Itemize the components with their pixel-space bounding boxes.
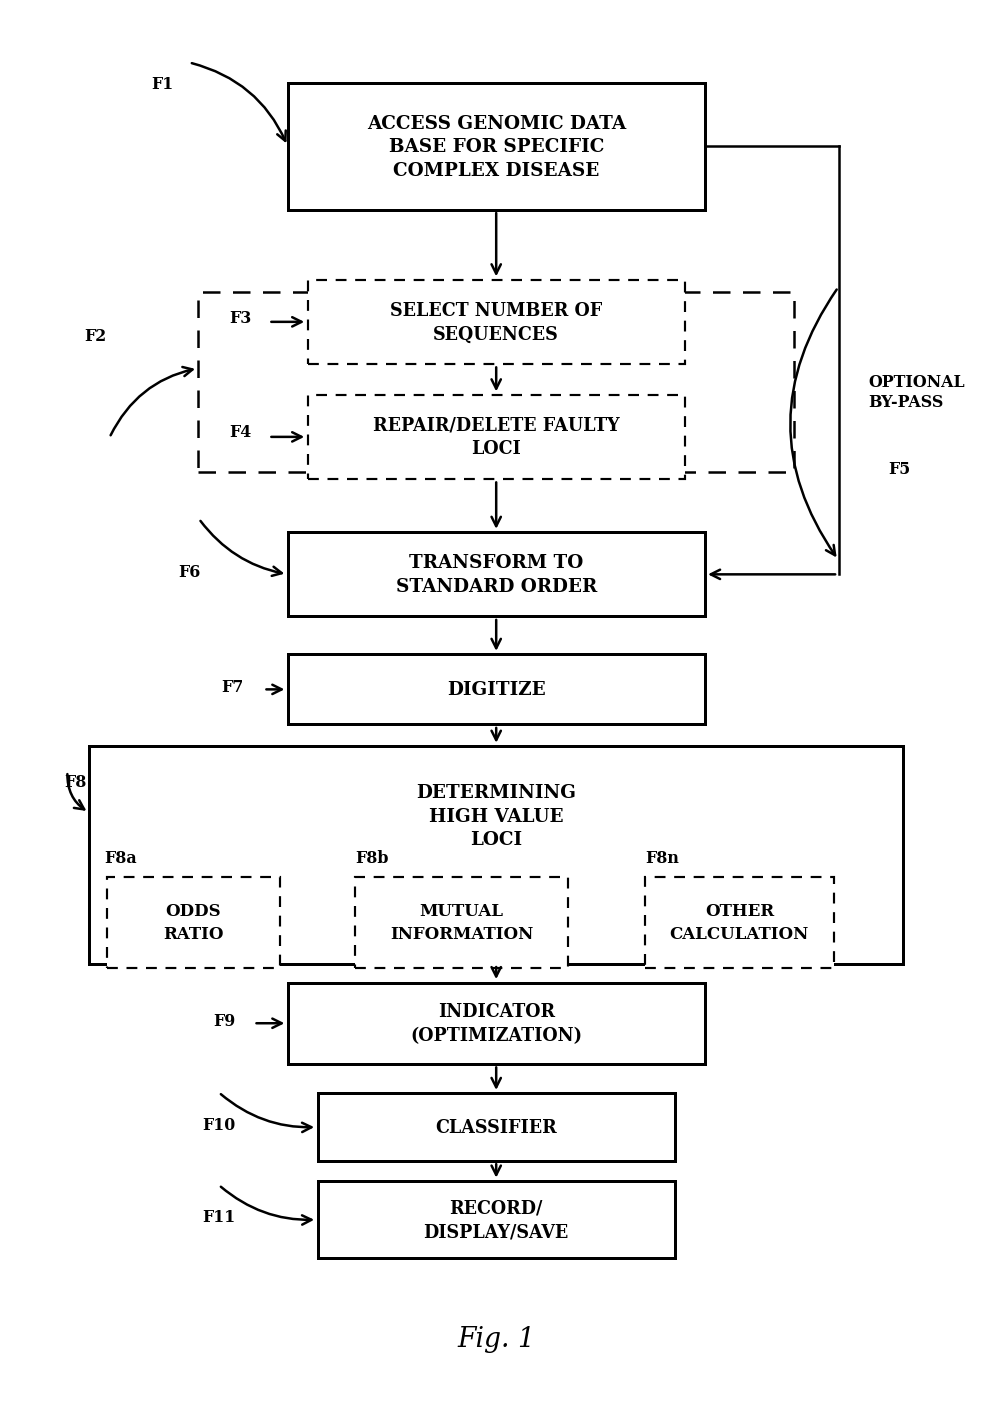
Text: OTHER
CALCULATION: OTHER CALCULATION: [670, 903, 808, 942]
Text: OPTIONAL
BY-PASS: OPTIONAL BY-PASS: [868, 374, 964, 411]
Bar: [308, 280, 684, 365]
Text: RECORD/
DISPLAY/SAVE: RECORD/ DISPLAY/SAVE: [424, 1199, 568, 1241]
Text: Fig. 1: Fig. 1: [457, 1325, 535, 1353]
Text: F10: F10: [201, 1116, 235, 1133]
Text: DETERMINING
HIGH VALUE
LOCI: DETERMINING HIGH VALUE LOCI: [416, 784, 576, 848]
Bar: [107, 878, 280, 967]
Text: F6: F6: [179, 564, 200, 580]
Text: SELECT NUMBER OF
SEQUENCES: SELECT NUMBER OF SEQUENCES: [390, 301, 602, 343]
Text: F11: F11: [201, 1209, 235, 1225]
Bar: [317, 1180, 675, 1259]
Text: F3: F3: [229, 310, 251, 327]
Text: F1: F1: [152, 76, 174, 93]
Bar: [645, 878, 833, 967]
Bar: [288, 983, 704, 1064]
Text: F7: F7: [220, 679, 243, 695]
Bar: [198, 293, 794, 472]
Bar: [288, 84, 704, 210]
Bar: [317, 1094, 675, 1161]
Text: REPAIR/DELETE FAULTY
LOCI: REPAIR/DELETE FAULTY LOCI: [373, 416, 619, 458]
Text: DIGITIZE: DIGITIZE: [446, 681, 546, 698]
Text: F8a: F8a: [104, 850, 137, 866]
Text: F2: F2: [84, 328, 106, 345]
Text: F8b: F8b: [355, 850, 389, 866]
Bar: [308, 395, 684, 479]
Text: F9: F9: [213, 1012, 235, 1029]
Text: F8: F8: [64, 774, 87, 791]
Text: F8n: F8n: [645, 850, 679, 866]
Bar: [89, 746, 903, 965]
Text: F4: F4: [229, 423, 251, 440]
Text: F5: F5: [888, 461, 910, 478]
Text: CLASSIFIER: CLASSIFIER: [435, 1119, 557, 1136]
Bar: [288, 655, 704, 725]
Bar: [355, 878, 567, 967]
Bar: [288, 533, 704, 617]
Text: INDICATOR
(OPTIMIZATION): INDICATOR (OPTIMIZATION): [410, 1002, 582, 1044]
Text: TRANSFORM TO
STANDARD ORDER: TRANSFORM TO STANDARD ORDER: [396, 554, 596, 596]
Text: MUTUAL
INFORMATION: MUTUAL INFORMATION: [390, 903, 533, 942]
Text: ODDS
RATIO: ODDS RATIO: [164, 903, 223, 942]
Text: ACCESS GENOMIC DATA
BASE FOR SPECIFIC
COMPLEX DISEASE: ACCESS GENOMIC DATA BASE FOR SPECIFIC CO…: [366, 115, 626, 179]
